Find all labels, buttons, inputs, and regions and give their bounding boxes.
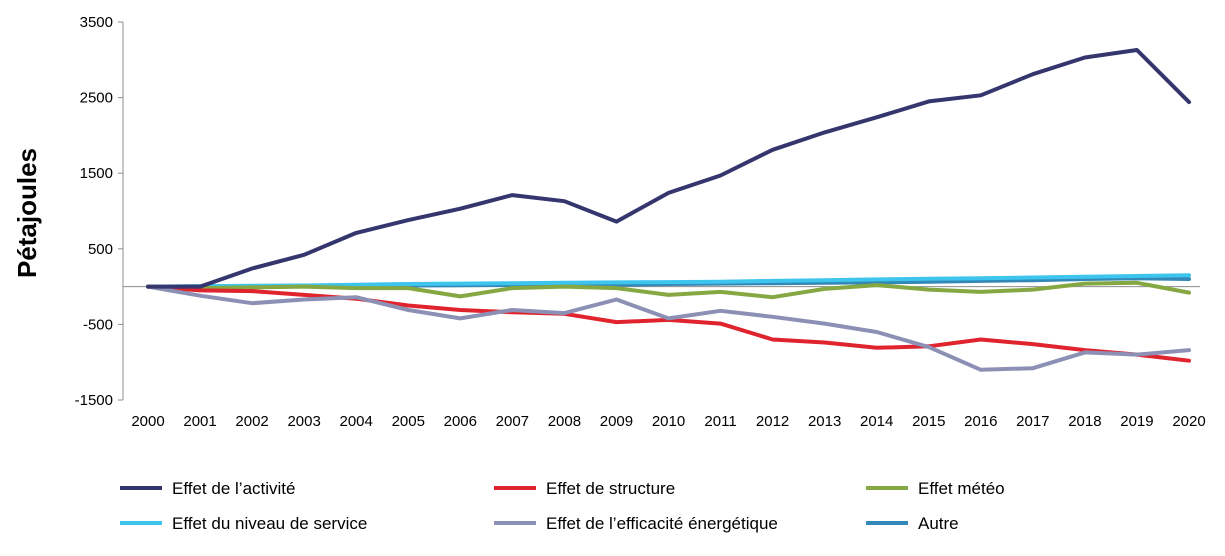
x-tick-label: 2018 xyxy=(1068,413,1101,430)
x-tick-label: 2002 xyxy=(235,413,268,430)
legend-label: Effet du niveau de service xyxy=(172,514,367,533)
y-tick-label: 2500 xyxy=(80,90,113,107)
y-tick-label: 1500 xyxy=(80,165,113,182)
legend-label: Effet de structure xyxy=(546,479,675,498)
legend-label: Autre xyxy=(918,514,959,533)
x-tick-label: 2000 xyxy=(131,413,164,430)
x-tick-label: 2011 xyxy=(704,413,736,430)
x-tick-label: 2009 xyxy=(600,413,633,430)
x-tick-label: 2007 xyxy=(496,413,529,430)
y-tick-label: 500 xyxy=(88,241,113,258)
x-tick-label: 2019 xyxy=(1120,413,1153,430)
x-tick-label: 2003 xyxy=(287,413,320,430)
y-axis: 3500 2500 1500 500 -500 -1500 xyxy=(75,14,124,409)
x-tick-label: 2012 xyxy=(756,413,789,430)
x-axis: 2000 2001 2002 2003 2004 2005 2006 2007 2008 2009… xyxy=(123,286,1206,430)
x-tick-label: 2015 xyxy=(912,413,945,430)
x-tick-label: 2010 xyxy=(652,413,685,430)
legend-label: Effet météo xyxy=(918,479,1005,498)
x-tick-label: 2013 xyxy=(808,413,841,430)
x-tick-label: 2004 xyxy=(340,413,373,430)
series-lines xyxy=(146,48,1191,372)
x-tick-label: 2005 xyxy=(392,413,425,430)
legend-label: Effet de l’activité xyxy=(172,479,295,498)
x-tick-label: 2016 xyxy=(964,413,997,430)
legend-label: Effet de l’efficacité énergétique xyxy=(546,514,778,533)
y-tick-label: -1500 xyxy=(75,392,113,409)
series-line-2 xyxy=(146,280,1191,300)
series-line-0 xyxy=(146,48,1191,289)
x-tick-label: 2017 xyxy=(1016,413,1049,430)
x-tick-label: 2014 xyxy=(860,413,893,430)
y-tick-label: -500 xyxy=(83,316,113,333)
x-tick-label: 2008 xyxy=(548,413,581,430)
x-tick-label: 2006 xyxy=(444,413,477,430)
x-tick-label: 2001 xyxy=(183,413,216,430)
y-tick-label: 3500 xyxy=(80,14,113,31)
y-axis-label: Pétajoules xyxy=(12,148,42,278)
x-tick-label: 2020 xyxy=(1172,413,1205,430)
series-line-4 xyxy=(146,284,1191,372)
legend: Effet de l’activité Effet de structure Eff… xyxy=(120,479,1005,533)
